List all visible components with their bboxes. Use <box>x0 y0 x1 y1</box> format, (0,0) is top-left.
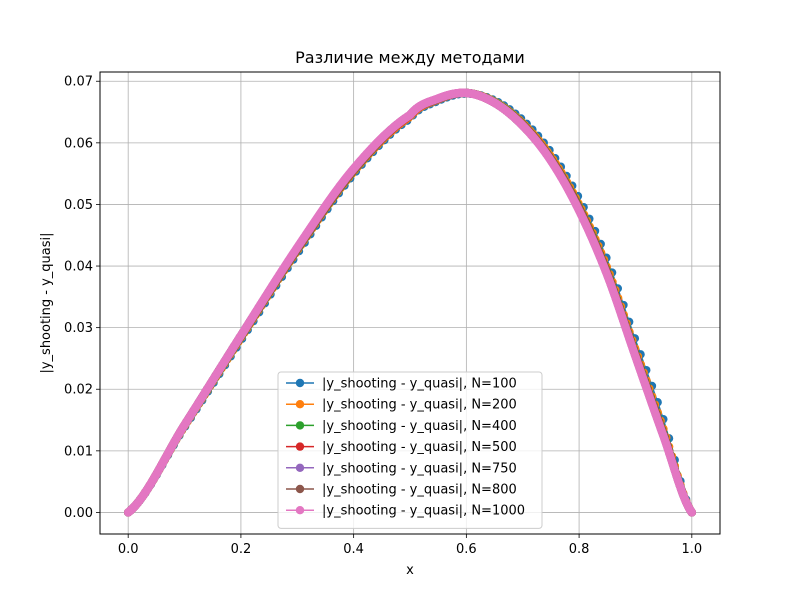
legend-marker <box>295 421 305 430</box>
legend-marker <box>295 463 305 472</box>
legend-item: |y_shooting - y_quasi|, N=400 <box>286 419 517 434</box>
legend-label: |y_shooting - y_quasi|, N=400 <box>322 419 517 434</box>
y-tick-label: 0.06 <box>64 136 93 151</box>
legend-item: |y_shooting - y_quasi|, N=100 <box>286 377 517 392</box>
y-tick-label: 0.04 <box>64 260 93 275</box>
y-tick-label: 0.05 <box>64 198 93 213</box>
data-point <box>687 508 697 517</box>
y-tick-label: 0.07 <box>64 75 93 90</box>
x-tick-label: 0.2 <box>231 542 252 557</box>
x-tick-label: 0.6 <box>456 542 477 557</box>
ticks: 0.0 0.2 0.4 0.6 0.8 1.0 0.00 0.01 0.02 0.03 0.04 0.… <box>64 75 702 557</box>
legend-label: |y_shooting - y_quasi|, N=1000 <box>322 504 525 519</box>
y-tick-label: 0.01 <box>64 444 93 459</box>
legend: |y_shooting - y_quasi|, N=100 |y_shooting… <box>277 371 543 529</box>
x-tick-label: 0.4 <box>343 542 364 557</box>
legend-item: |y_shooting - y_quasi|, N=1000 <box>286 504 525 519</box>
legend-marker <box>295 378 305 388</box>
legend-marker <box>295 400 305 409</box>
x-tick-label: 0.8 <box>569 542 590 557</box>
x-axis-label: x <box>406 563 414 578</box>
legend-item: |y_shooting - y_quasi|, N=200 <box>286 398 517 413</box>
legend-label: |y_shooting - y_quasi|, N=500 <box>322 440 517 455</box>
x-tick-label: 1.0 <box>681 542 702 557</box>
series-layer <box>123 88 697 517</box>
legend-item: |y_shooting - y_quasi|, N=750 <box>286 461 517 476</box>
legend-item: |y_shooting - y_quasi|, N=800 <box>286 483 517 498</box>
series-6 <box>123 88 697 517</box>
y-axis-label: |y_shooting - y_quasi| <box>39 232 54 373</box>
y-tick-label: 0.00 <box>64 506 93 521</box>
legend-marker <box>295 484 305 494</box>
y-tick-label: 0.02 <box>64 383 93 398</box>
legend-label: |y_shooting - y_quasi|, N=100 <box>322 377 517 392</box>
legend-item: |y_shooting - y_quasi|, N=500 <box>286 440 517 455</box>
chart-title: Различие между методами <box>295 48 525 67</box>
legend-label: |y_shooting - y_quasi|, N=750 <box>322 461 517 476</box>
legend-marker <box>295 442 305 451</box>
plot-frame <box>99 71 721 535</box>
y-tick-label: 0.03 <box>64 321 93 336</box>
x-tick-label: 0.0 <box>118 542 139 557</box>
legend-marker <box>295 506 305 515</box>
legend-box <box>277 371 543 529</box>
legend-label: |y_shooting - y_quasi|, N=800 <box>322 483 517 498</box>
legend-label: |y_shooting - y_quasi|, N=200 <box>322 398 517 413</box>
